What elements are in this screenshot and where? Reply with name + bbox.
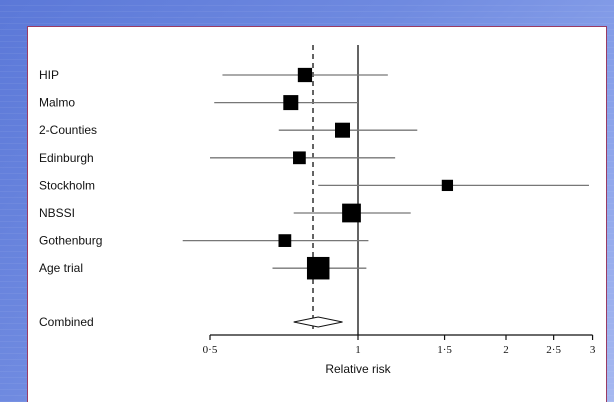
study-estimate-square	[278, 234, 292, 247]
study-label: Malmo	[39, 96, 75, 110]
study-label: 2-Counties	[39, 123, 97, 137]
x-tick-label: 3	[590, 344, 596, 356]
x-tick-label: 1	[355, 344, 361, 356]
study-estimate-square	[342, 203, 361, 223]
study-label: HIP	[39, 68, 59, 82]
study-estimate-square	[293, 151, 306, 165]
study-label: Edinburgh	[39, 151, 94, 165]
chart-panel	[27, 26, 607, 402]
study-label: Gothenburg	[39, 234, 102, 248]
combined-diamond	[293, 316, 343, 328]
study-estimate-square	[297, 67, 313, 83]
study-label: Stockholm	[39, 178, 95, 192]
study-estimate-square	[335, 122, 351, 138]
study-label: Age trial	[39, 261, 83, 275]
study-estimate-square	[441, 179, 454, 192]
combined-label: Combined	[39, 315, 94, 329]
study-estimate-square	[283, 95, 299, 111]
study-label: NBSSI	[39, 206, 75, 220]
x-tick-label: 2·5	[546, 344, 561, 356]
x-tick-label: 1·5	[437, 344, 452, 356]
x-tick-label: 2	[503, 344, 509, 356]
x-tick-label: 0·5	[203, 344, 218, 356]
x-axis-label: Relative risk	[325, 362, 391, 376]
study-estimate-square	[306, 256, 330, 280]
